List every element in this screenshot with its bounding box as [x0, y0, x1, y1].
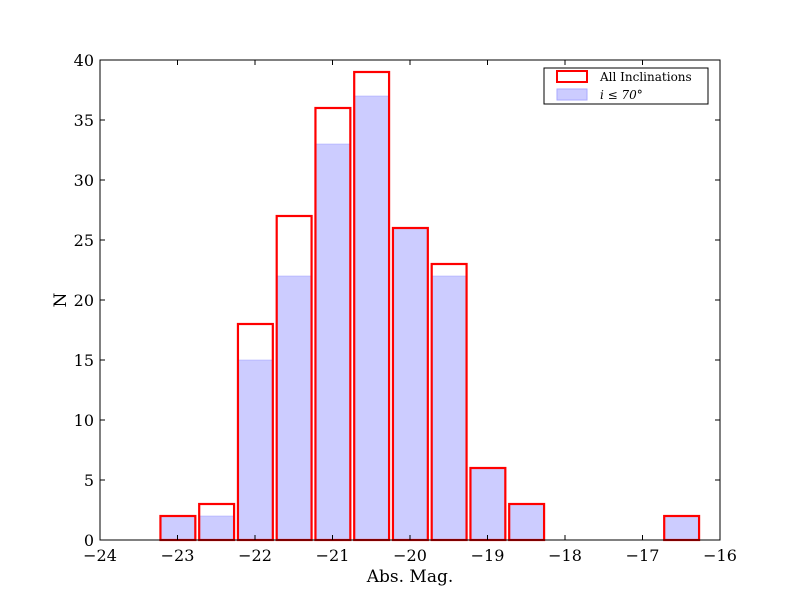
y-tick-label: 35 — [74, 111, 94, 130]
bar-inclination-cut-9 — [508, 503, 545, 541]
bars-layer — [159, 70, 701, 542]
y-tick-label: 15 — [74, 351, 94, 370]
y-tick-label: 40 — [74, 51, 94, 70]
y-tick-label: 10 — [74, 411, 94, 430]
x-tick-label: −22 — [238, 546, 272, 565]
x-tick-label: −19 — [471, 546, 505, 565]
ticks-layer: −24 −23 −22 −21 −20 −19 −18 −17 −16 0 5 10 15 20 25 30 3… — [74, 51, 737, 565]
bar-inclination-cut-6 — [392, 227, 429, 541]
legend-label-inclination-cut: i ≤ 70° — [600, 88, 643, 102]
x-tick-label: −20 — [393, 546, 427, 565]
y-tick-label: 0 — [84, 531, 94, 550]
bar-inclination-cut-1 — [198, 515, 235, 541]
x-tick-label: −16 — [703, 546, 737, 565]
x-tick-label: −23 — [161, 546, 195, 565]
bar-inclination-cut-5 — [353, 95, 390, 541]
legend-label-all-inclinations: All Inclinations — [599, 70, 692, 84]
x-tick-label: −24 — [83, 546, 117, 565]
bar-inclination-cut-4 — [314, 143, 351, 541]
bar-inclination-cut-2 — [237, 359, 274, 541]
y-tick-label: 30 — [74, 171, 94, 190]
legend-swatch-all-inclinations — [556, 70, 588, 83]
y-axis-label: N — [51, 292, 71, 307]
legend: All Inclinations i ≤ 70° — [543, 67, 709, 105]
y-tick-label: 20 — [74, 291, 94, 310]
x-axis-label: Abs. Mag. — [366, 567, 454, 587]
bar-inclination-cut-3 — [276, 275, 313, 541]
bar-inclination-cut-10 — [663, 515, 700, 541]
y-tick-label: 25 — [74, 231, 94, 250]
y-tick-label: 5 — [84, 471, 94, 490]
plot-frame — [99, 59, 721, 541]
legend-swatch-inclination-cut — [556, 88, 588, 101]
bar-inclination-cut-8 — [469, 467, 506, 541]
x-tick-label: −21 — [316, 546, 350, 565]
bar-inclination-cut-7 — [431, 275, 468, 541]
x-tick-label: −18 — [548, 546, 582, 565]
x-tick-label: −17 — [626, 546, 660, 565]
